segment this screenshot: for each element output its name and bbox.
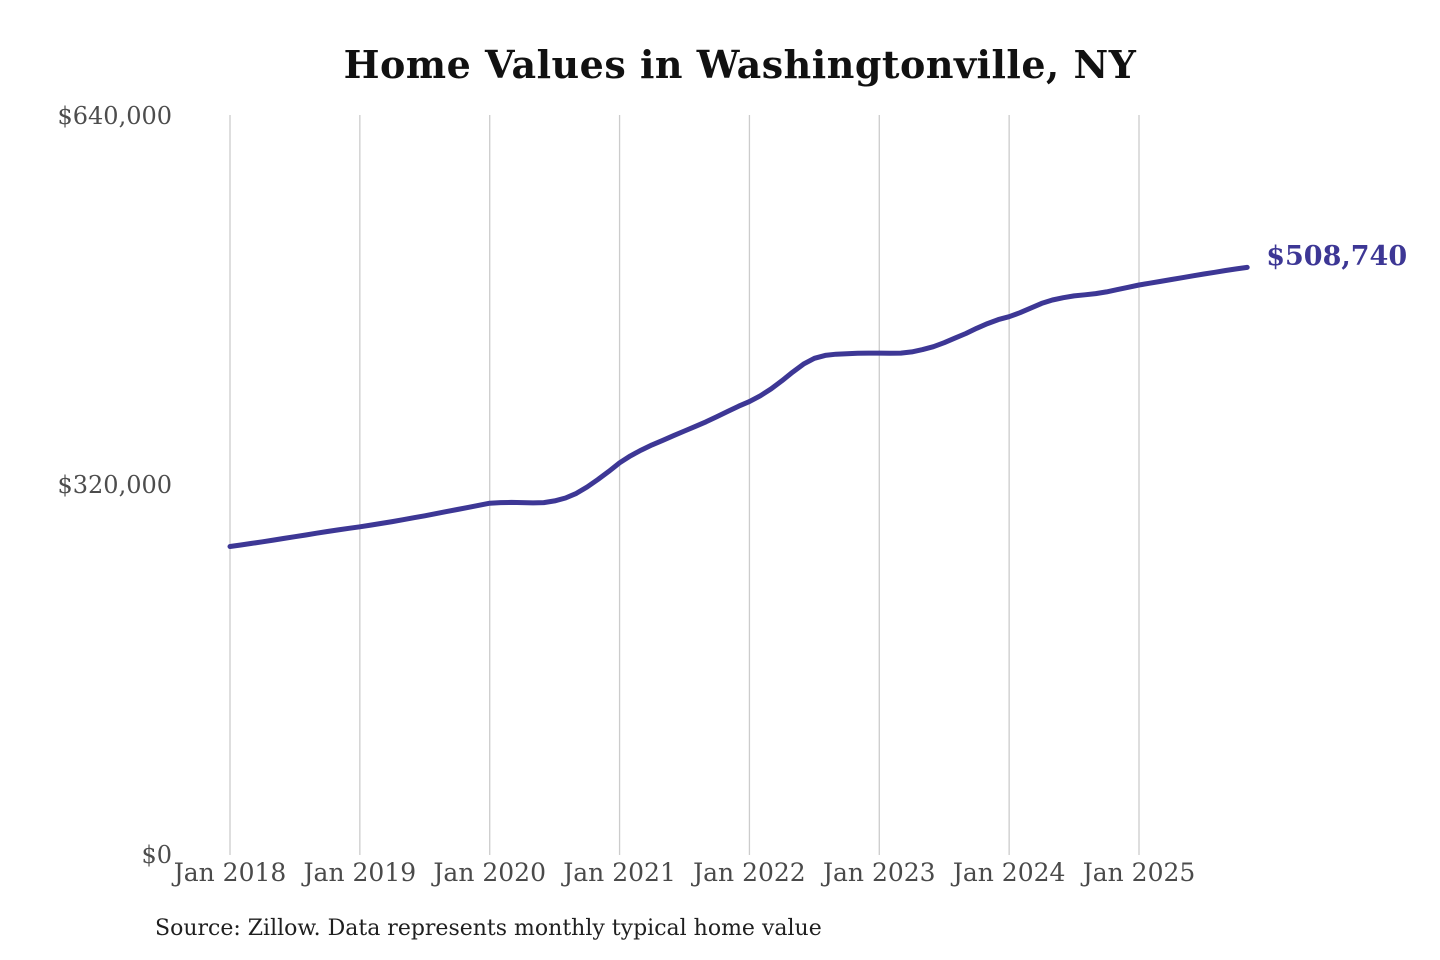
y-tick-label: $640,000	[57, 101, 172, 130]
x-tick-label: Jan 2021	[563, 858, 676, 887]
x-tick-label: Jan 2018	[173, 858, 287, 887]
x-tick-label: Jan 2019	[303, 858, 417, 887]
chart-title: Home Values in Washingtonville, NY	[343, 42, 1137, 87]
x-tick-label: Jan 2024	[952, 858, 1066, 887]
source-note: Source: Zillow. Data represents monthly …	[155, 916, 822, 941]
home-value-line	[227, 264, 1250, 549]
x-tick-label: Jan 2020	[433, 858, 547, 887]
x-tick-label: Jan 2023	[822, 858, 936, 887]
latest-value-label: $508,740	[1266, 241, 1408, 273]
y-tick-label: $320,000	[57, 471, 172, 500]
x-tick-label: Jan 2022	[693, 858, 806, 887]
x-tick-label: Jan 2025	[1082, 858, 1196, 887]
y-tick-label: $0	[141, 840, 172, 869]
